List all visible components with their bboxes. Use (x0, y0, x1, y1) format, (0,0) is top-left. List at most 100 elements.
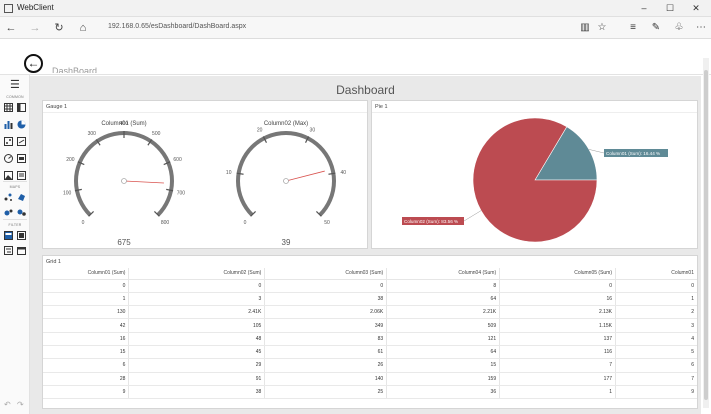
bubble-map-icon[interactable] (4, 208, 13, 217)
web-note-icon[interactable]: ✎ (651, 22, 661, 33)
favorite-star-icon[interactable]: ☆ (597, 22, 607, 33)
text-widget-icon[interactable] (17, 171, 26, 180)
gauge-tick (153, 210, 160, 217)
table-row[interactable]: 9 38 25 36 1 9 (43, 385, 697, 400)
reading-view-icon[interactable]: ▥ (580, 22, 590, 33)
table-cell: 1.15K (499, 318, 617, 333)
undo-icon[interactable]: ↶ (4, 400, 11, 409)
gauge-tick-label: 800 (161, 220, 170, 226)
back-icon[interactable]: ← (24, 54, 43, 73)
pie-slice-label: Column02 (Sum): 83.56 % (404, 219, 458, 224)
gauge-title: Column01 (Sum) (101, 121, 146, 127)
tree-view-filter-icon[interactable] (4, 246, 13, 255)
grid-panel[interactable]: Grid 1 Column01 (Sum) Column02 (Sum) Colum… (42, 255, 698, 409)
hub-icon[interactable]: ≡ (630, 22, 636, 33)
page-title: DashBoard (52, 66, 98, 73)
combo-box-filter-icon[interactable] (4, 231, 13, 240)
table-cell: 3 (615, 318, 697, 333)
table-cell: 6 (43, 358, 130, 373)
pie-panel[interactable]: Pie 1 Column01 (Sum): 16.44 % Column02 (S… (371, 100, 698, 249)
bar-chart-widget-icon[interactable] (4, 120, 13, 129)
gauge-tick (163, 161, 171, 166)
gauge-title: Column02 (Max) (264, 121, 308, 127)
browser-toolbar: ← → ↻ ⌂ 192.168.0.65/esDashboard/DashBoa… (0, 17, 711, 39)
table-cell: 2 (615, 305, 697, 320)
gauge-column01: Column01 (Sum) 675 0 100 200 300 400 500 600 70… (63, 121, 185, 247)
minimize-button[interactable]: – (641, 3, 647, 13)
gauge-tick (328, 172, 336, 175)
table-row[interactable]: 6 29 26 15 7 6 (43, 358, 697, 373)
image-widget-icon[interactable] (4, 171, 13, 180)
range-widget-icon[interactable] (17, 137, 26, 146)
grid-column-header[interactable]: Column03 (Sum) (264, 268, 388, 280)
table-row[interactable]: 16 48 83 121 137 4 (43, 332, 697, 346)
maximize-button[interactable]: ☐ (665, 3, 675, 13)
gauge-tick (77, 161, 85, 166)
gauge-tick-label: 0 (244, 220, 247, 226)
pivot-widget-icon[interactable] (17, 103, 26, 112)
gauge-tick-label: 300 (88, 131, 97, 137)
gauge-tick-label: 100 (63, 190, 72, 196)
gauge-panel[interactable]: Gauge 1 Column01 (Sum) 675 0 100 200 300 400… (42, 100, 368, 249)
gauge-tick (147, 139, 153, 146)
gauge-widget-icon[interactable] (4, 154, 13, 163)
table-row[interactable]: 1 3 38 64 16 1 (43, 292, 697, 307)
address-bar[interactable]: 192.168.0.65/esDashboard/DashBoard.aspx (108, 23, 247, 30)
share-icon[interactable]: ♧ (674, 22, 684, 33)
pie-slice[interactable] (472, 117, 598, 243)
table-cell: 91 (128, 372, 266, 386)
table-cell: 16 (499, 292, 617, 307)
redo-icon[interactable]: ↷ (17, 400, 24, 409)
gauge-hub (283, 178, 289, 184)
gauge-tick (166, 188, 174, 192)
table-cell: 1 (43, 292, 130, 307)
grid-column-header[interactable]: Column01 (Sum) (43, 268, 130, 280)
grid-column-header[interactable]: Column05 (Sum) (499, 268, 617, 280)
forward-arrow-icon[interactable]: → (29, 22, 41, 34)
grid-column-header[interactable]: Column01 (615, 268, 697, 280)
menu-icon[interactable]: ☰ (10, 79, 20, 91)
pie-chart-widget-icon[interactable] (17, 120, 26, 129)
table-row[interactable]: 28 91 140 159 177 7 (43, 372, 697, 386)
geo-point-map-icon[interactable] (4, 193, 13, 202)
table-row[interactable]: 15 45 61 64 116 5 (43, 345, 697, 360)
dashboard-canvas: Dashboard Gauge 1 Column01 (Sum) 675 0 10… (30, 76, 701, 414)
gauge-tick-label: 700 (177, 190, 186, 196)
gauge-needle (285, 170, 325, 182)
window-titlebar: WebClient – ☐ ✕ (0, 0, 711, 17)
grid-column-header[interactable]: Column04 (Sum) (386, 268, 501, 280)
home-icon[interactable]: ⌂ (79, 22, 87, 34)
table-cell: 29 (128, 358, 266, 373)
grid-header-row: Column01 (Sum) Column02 (Sum) Column03 (Su… (43, 268, 697, 280)
table-cell: 15 (386, 358, 501, 373)
gauge-tick-label: 600 (173, 157, 182, 163)
table-cell: 36 (386, 385, 501, 400)
list-box-filter-icon[interactable] (17, 231, 26, 240)
table-cell: 509 (386, 318, 501, 333)
card-widget-icon[interactable] (17, 154, 26, 163)
gauge-tick (88, 210, 95, 217)
pie-panel-title: Pie 1 (375, 104, 388, 110)
data-grid[interactable]: Column01 (Sum) Column02 (Sum) Column03 (Su… (43, 268, 697, 400)
back-arrow-icon[interactable]: ← (5, 22, 17, 34)
grid-widget-icon[interactable] (4, 103, 13, 112)
grid-body: 0 0 0 8 0 0 1 3 38 64 16 1 130 2.41K 2.06K 2.21K 2.13K 2 4… (43, 279, 697, 400)
table-row[interactable]: 130 2.41K 2.06K 2.21K 2.13K 2 (43, 305, 697, 320)
choropleth-map-icon[interactable] (17, 193, 26, 202)
more-icon[interactable]: ⋯ (696, 22, 706, 33)
refresh-icon[interactable]: ↻ (54, 22, 64, 34)
table-cell: 1 (499, 385, 617, 400)
table-cell: 0 (264, 279, 388, 293)
pie-map-icon[interactable] (17, 208, 26, 217)
vertical-scrollbar[interactable] (703, 58, 709, 408)
date-filter-icon[interactable] (17, 246, 26, 255)
gauge-tick-label: 50 (324, 220, 330, 226)
scrollbar-thumb[interactable] (704, 70, 708, 400)
table-row[interactable]: 42 105 349 509 1.15K 3 (43, 318, 697, 333)
grid-column-header[interactable]: Column02 (Sum) (128, 268, 266, 280)
table-cell: 121 (386, 332, 501, 346)
table-cell: 28 (43, 372, 130, 386)
scatter-widget-icon[interactable] (4, 137, 13, 146)
close-button[interactable]: ✕ (692, 3, 700, 13)
